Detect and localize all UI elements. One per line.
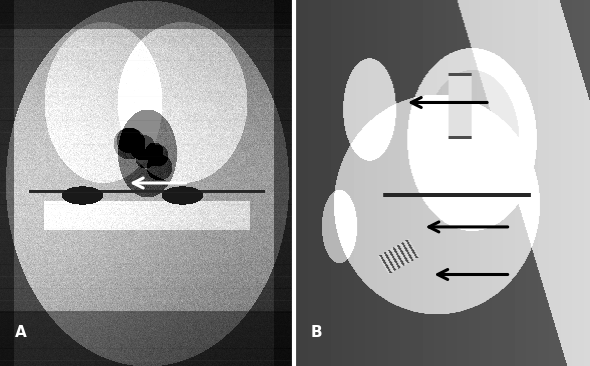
Text: B: B (311, 325, 323, 340)
Text: A: A (15, 325, 27, 340)
